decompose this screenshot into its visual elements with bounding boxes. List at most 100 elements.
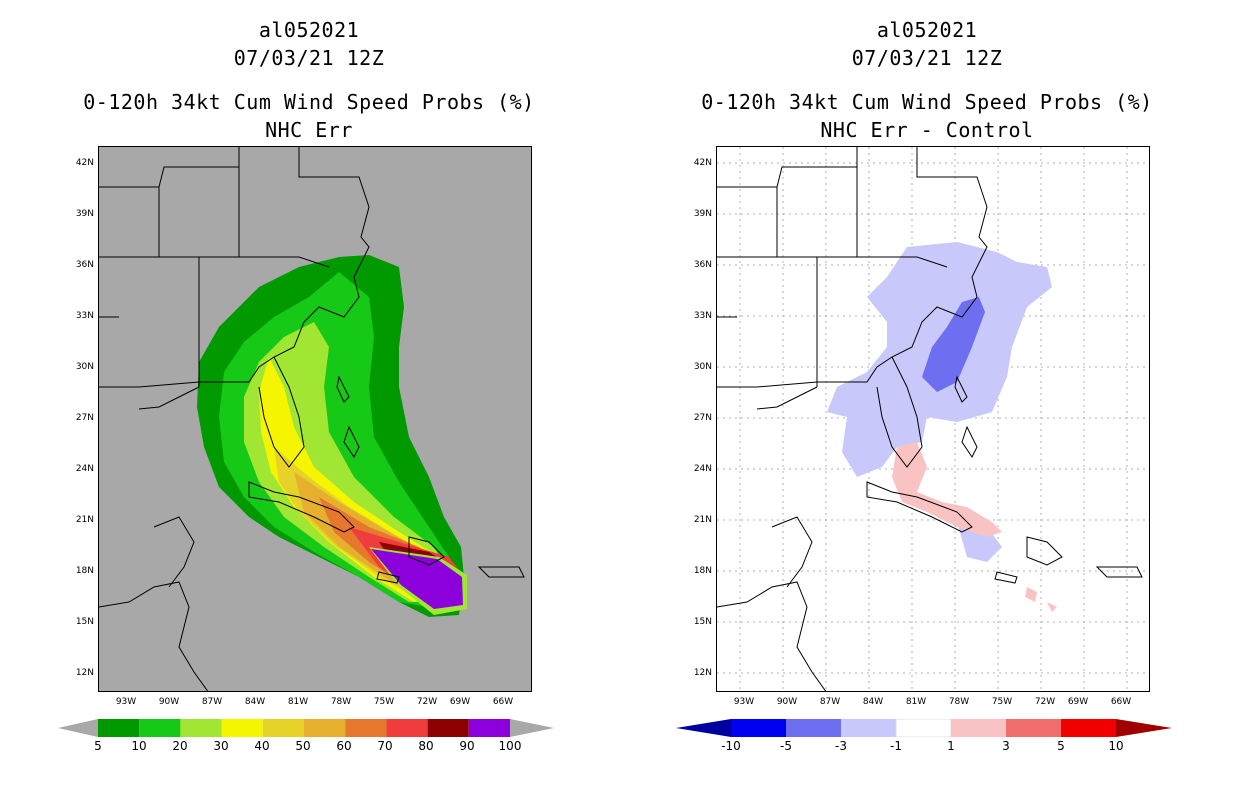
cbar-swatch xyxy=(951,719,1006,737)
cbar-label: 10 xyxy=(1108,739,1124,753)
cbar-label: -5 xyxy=(780,739,792,753)
lat-label: 39N xyxy=(693,209,712,219)
lat-label: 12N xyxy=(693,668,712,678)
cbar-swatch xyxy=(98,719,140,737)
lat-label: 12N xyxy=(75,668,94,678)
lat-label: 27N xyxy=(75,413,94,423)
cbar-label: 40 xyxy=(254,739,270,753)
right-colorbar xyxy=(676,719,1172,737)
cbar-label: 1 xyxy=(947,739,955,753)
lon-label: 75W xyxy=(991,697,1013,707)
cbar-label: 10 xyxy=(131,739,147,753)
diff-region-minus3 xyxy=(922,297,985,392)
diff-region-plus1-south xyxy=(1025,587,1057,612)
cbar-label: 90 xyxy=(459,739,475,753)
lat-label: 36N xyxy=(75,260,94,270)
cbar-swatch xyxy=(221,719,263,737)
lat-label: 15N xyxy=(75,617,94,627)
lon-label: 81W xyxy=(905,697,927,707)
cbar-swatch xyxy=(1006,719,1061,737)
datetime-title: 07/03/21 12Z xyxy=(851,46,1003,70)
lat-label: 42N xyxy=(693,158,712,168)
lon-label: 66W xyxy=(1110,697,1132,707)
right-panel: al052021 07/03/21 12Z 0-120h 34kt Cum Wi… xyxy=(618,0,1236,800)
lat-label: 18N xyxy=(693,566,712,576)
lat-label: 27N xyxy=(693,413,712,423)
cbar-over-arrow xyxy=(510,719,554,737)
product-title: 0-120h 34kt Cum Wind Speed Probs (%) xyxy=(701,90,1153,114)
lon-label: 87W xyxy=(819,697,841,707)
lon-label: 84W xyxy=(244,697,266,707)
cbar-swatch xyxy=(895,719,952,737)
lon-label: 93W xyxy=(115,697,137,707)
coastlines xyxy=(717,147,1143,691)
cbar-over-arrow xyxy=(1116,719,1172,737)
datetime-title: 07/03/21 12Z xyxy=(233,46,385,70)
cbar-label: -10 xyxy=(721,739,741,753)
subtitle: NHC Err - Control xyxy=(820,118,1034,142)
lon-label: 90W xyxy=(158,697,180,707)
lat-label: 24N xyxy=(75,464,94,474)
lat-label: 36N xyxy=(693,260,712,270)
lat-label: 30N xyxy=(693,362,712,372)
lat-label: 21N xyxy=(693,515,712,525)
lat-label: 24N xyxy=(693,464,712,474)
cbar-swatch xyxy=(1061,719,1116,737)
lon-label: 78W xyxy=(948,697,970,707)
lon-label: 93W xyxy=(733,697,755,707)
lat-label: 39N xyxy=(75,209,94,219)
cbar-label: 80 xyxy=(418,739,434,753)
storm-id-title: al052021 xyxy=(258,18,360,42)
cbar-swatch xyxy=(139,719,181,737)
cbar-label: 3 xyxy=(1002,739,1010,753)
lon-label: 87W xyxy=(201,697,223,707)
cbar-label: 20 xyxy=(172,739,188,753)
cbar-swatch xyxy=(386,719,428,737)
lon-label: 72W xyxy=(1034,697,1056,707)
cbar-label: -1 xyxy=(890,739,902,753)
lat-label: 18N xyxy=(75,566,94,576)
lat-label: 15N xyxy=(693,617,712,627)
cbar-label: 60 xyxy=(336,739,352,753)
cbar-label: -3 xyxy=(835,739,847,753)
lon-label: 72W xyxy=(416,697,438,707)
lon-label: 84W xyxy=(862,697,884,707)
cbar-swatch xyxy=(786,719,841,737)
cbar-label: 100 xyxy=(498,739,522,753)
cbar-under-arrow xyxy=(676,719,731,737)
lon-label: 75W xyxy=(373,697,395,707)
cbar-label: 70 xyxy=(377,739,393,753)
cbar-swatch xyxy=(345,719,387,737)
subtitle: NHC Err xyxy=(265,118,353,142)
cbar-swatch xyxy=(427,719,469,737)
difference-map xyxy=(716,146,1150,692)
cbar-swatch xyxy=(180,719,222,737)
cbar-label: 30 xyxy=(213,739,229,753)
left-panel: al052021 07/03/21 12Z 0-120h 34kt Cum Wi… xyxy=(58,18,554,753)
cbar-under-arrow xyxy=(58,719,98,737)
diff-region-plus1 xyxy=(892,442,1002,537)
lon-label: 66W xyxy=(492,697,514,707)
cbar-swatch xyxy=(468,719,510,737)
gridlines xyxy=(717,147,1149,691)
prob-contour-100 xyxy=(371,549,463,609)
coastlines xyxy=(99,147,525,691)
cbar-swatch xyxy=(262,719,304,737)
cbar-label: 50 xyxy=(295,739,311,753)
lon-label: 90W xyxy=(776,697,798,707)
lat-label: 21N xyxy=(75,515,94,525)
lat-label: 42N xyxy=(75,158,94,168)
storm-id-title: al052021 xyxy=(876,18,978,42)
lat-label: 30N xyxy=(75,362,94,372)
lon-label: 78W xyxy=(330,697,352,707)
lat-label: 33N xyxy=(75,311,94,321)
lon-label: 69W xyxy=(449,697,471,707)
product-title: 0-120h 34kt Cum Wind Speed Probs (%) xyxy=(83,90,535,114)
lon-label: 81W xyxy=(287,697,309,707)
cbar-label: 5 xyxy=(94,739,102,753)
cbar-label: 5 xyxy=(1057,739,1065,753)
left-colorbar xyxy=(58,719,554,737)
probability-map xyxy=(98,146,532,692)
lon-label: 69W xyxy=(1067,697,1089,707)
lat-label: 33N xyxy=(693,311,712,321)
